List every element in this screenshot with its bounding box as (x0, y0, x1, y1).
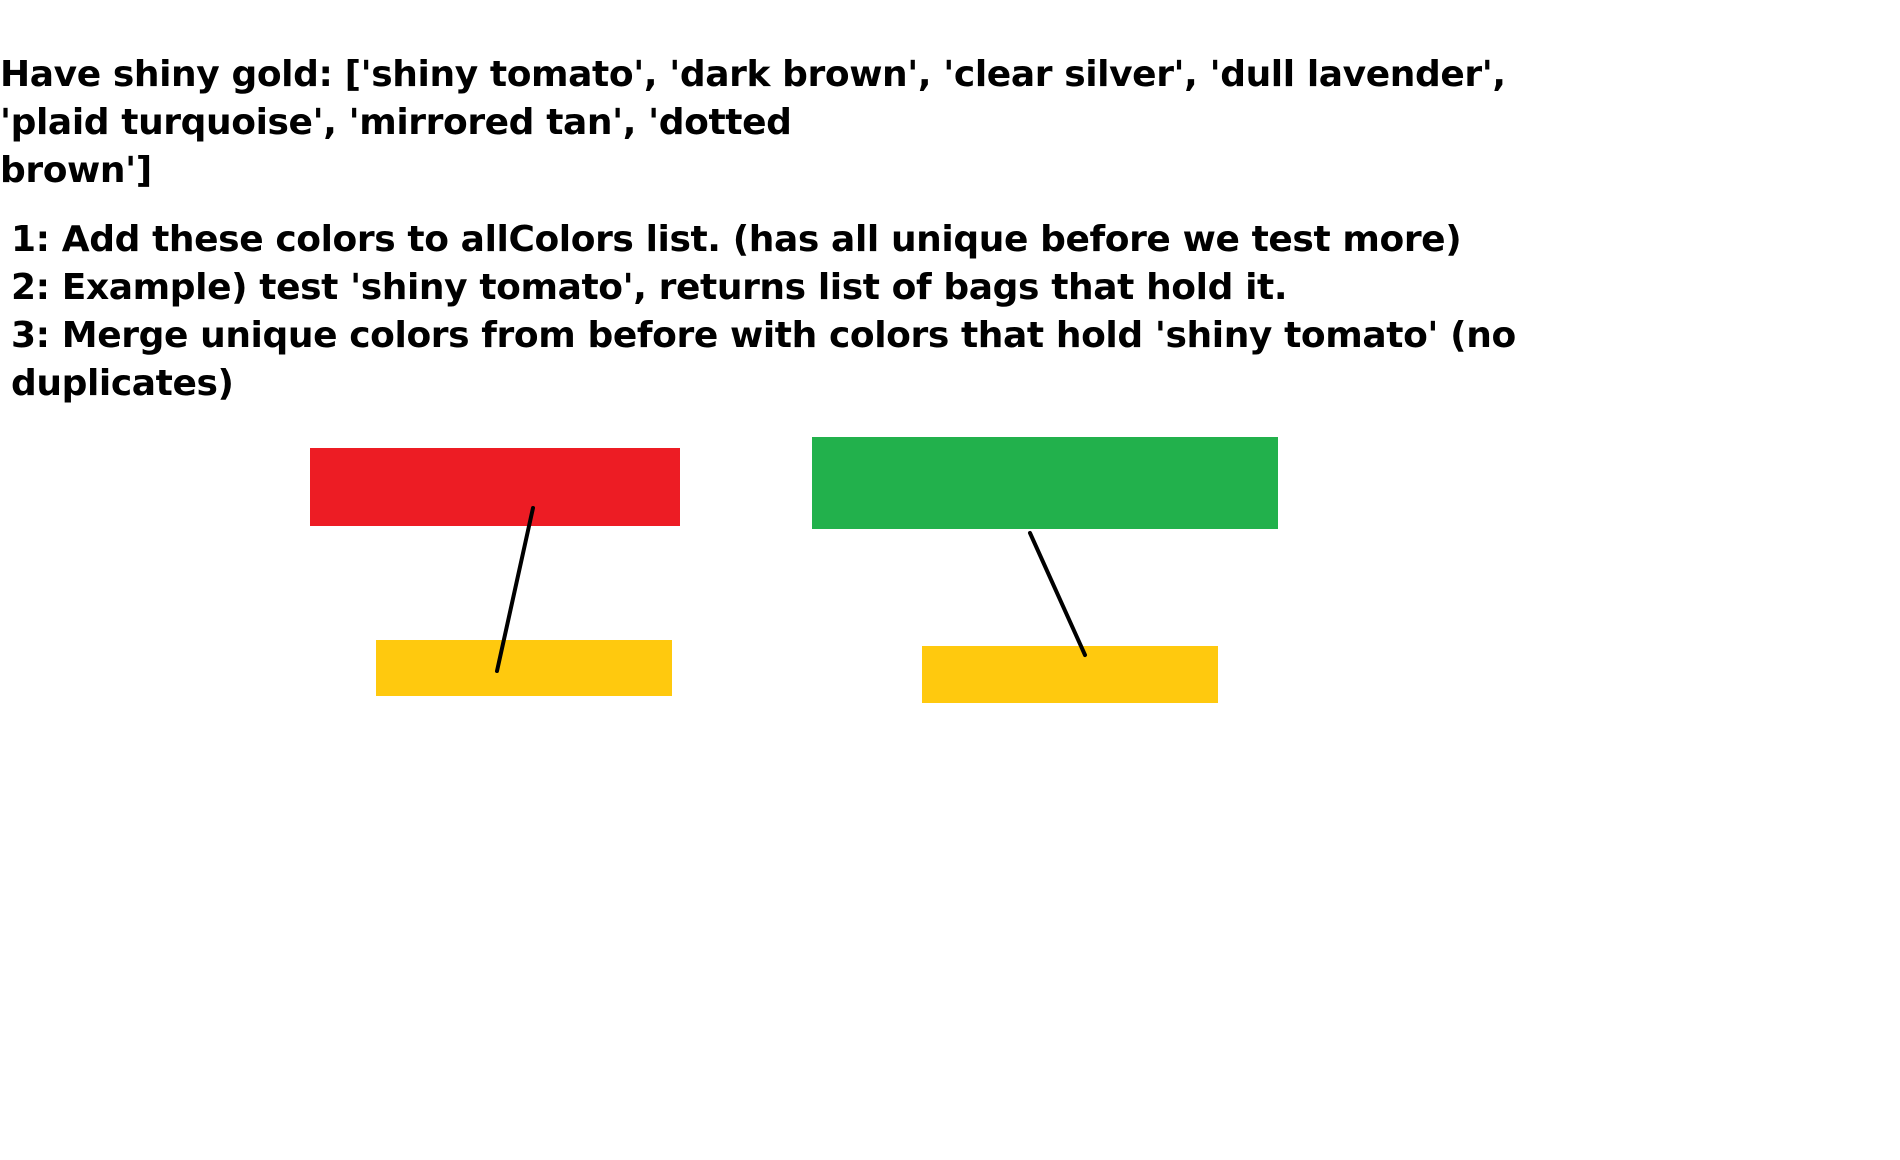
heading-line-1: Have shiny gold: ['shiny tomato', 'dark … (0, 54, 1506, 95)
step-3-continued: duplicates) (11, 363, 234, 404)
heading-line-3: brown'] (0, 150, 152, 191)
yellow-box-left (376, 640, 672, 696)
red-box (310, 448, 680, 526)
connector-right (1028, 531, 1087, 657)
connector-left (495, 506, 535, 673)
step-1: 1: Add these colors to allColors list. (… (11, 219, 1462, 260)
step-2: 2: Example) test 'shiny tomato', returns… (11, 267, 1288, 308)
yellow-box-right (922, 646, 1218, 703)
step-3: 3: Merge unique colors from before with … (11, 315, 1516, 356)
heading-line-2: 'plaid turquoise', 'mirrored tan', 'dott… (0, 102, 792, 143)
green-box (812, 437, 1278, 529)
